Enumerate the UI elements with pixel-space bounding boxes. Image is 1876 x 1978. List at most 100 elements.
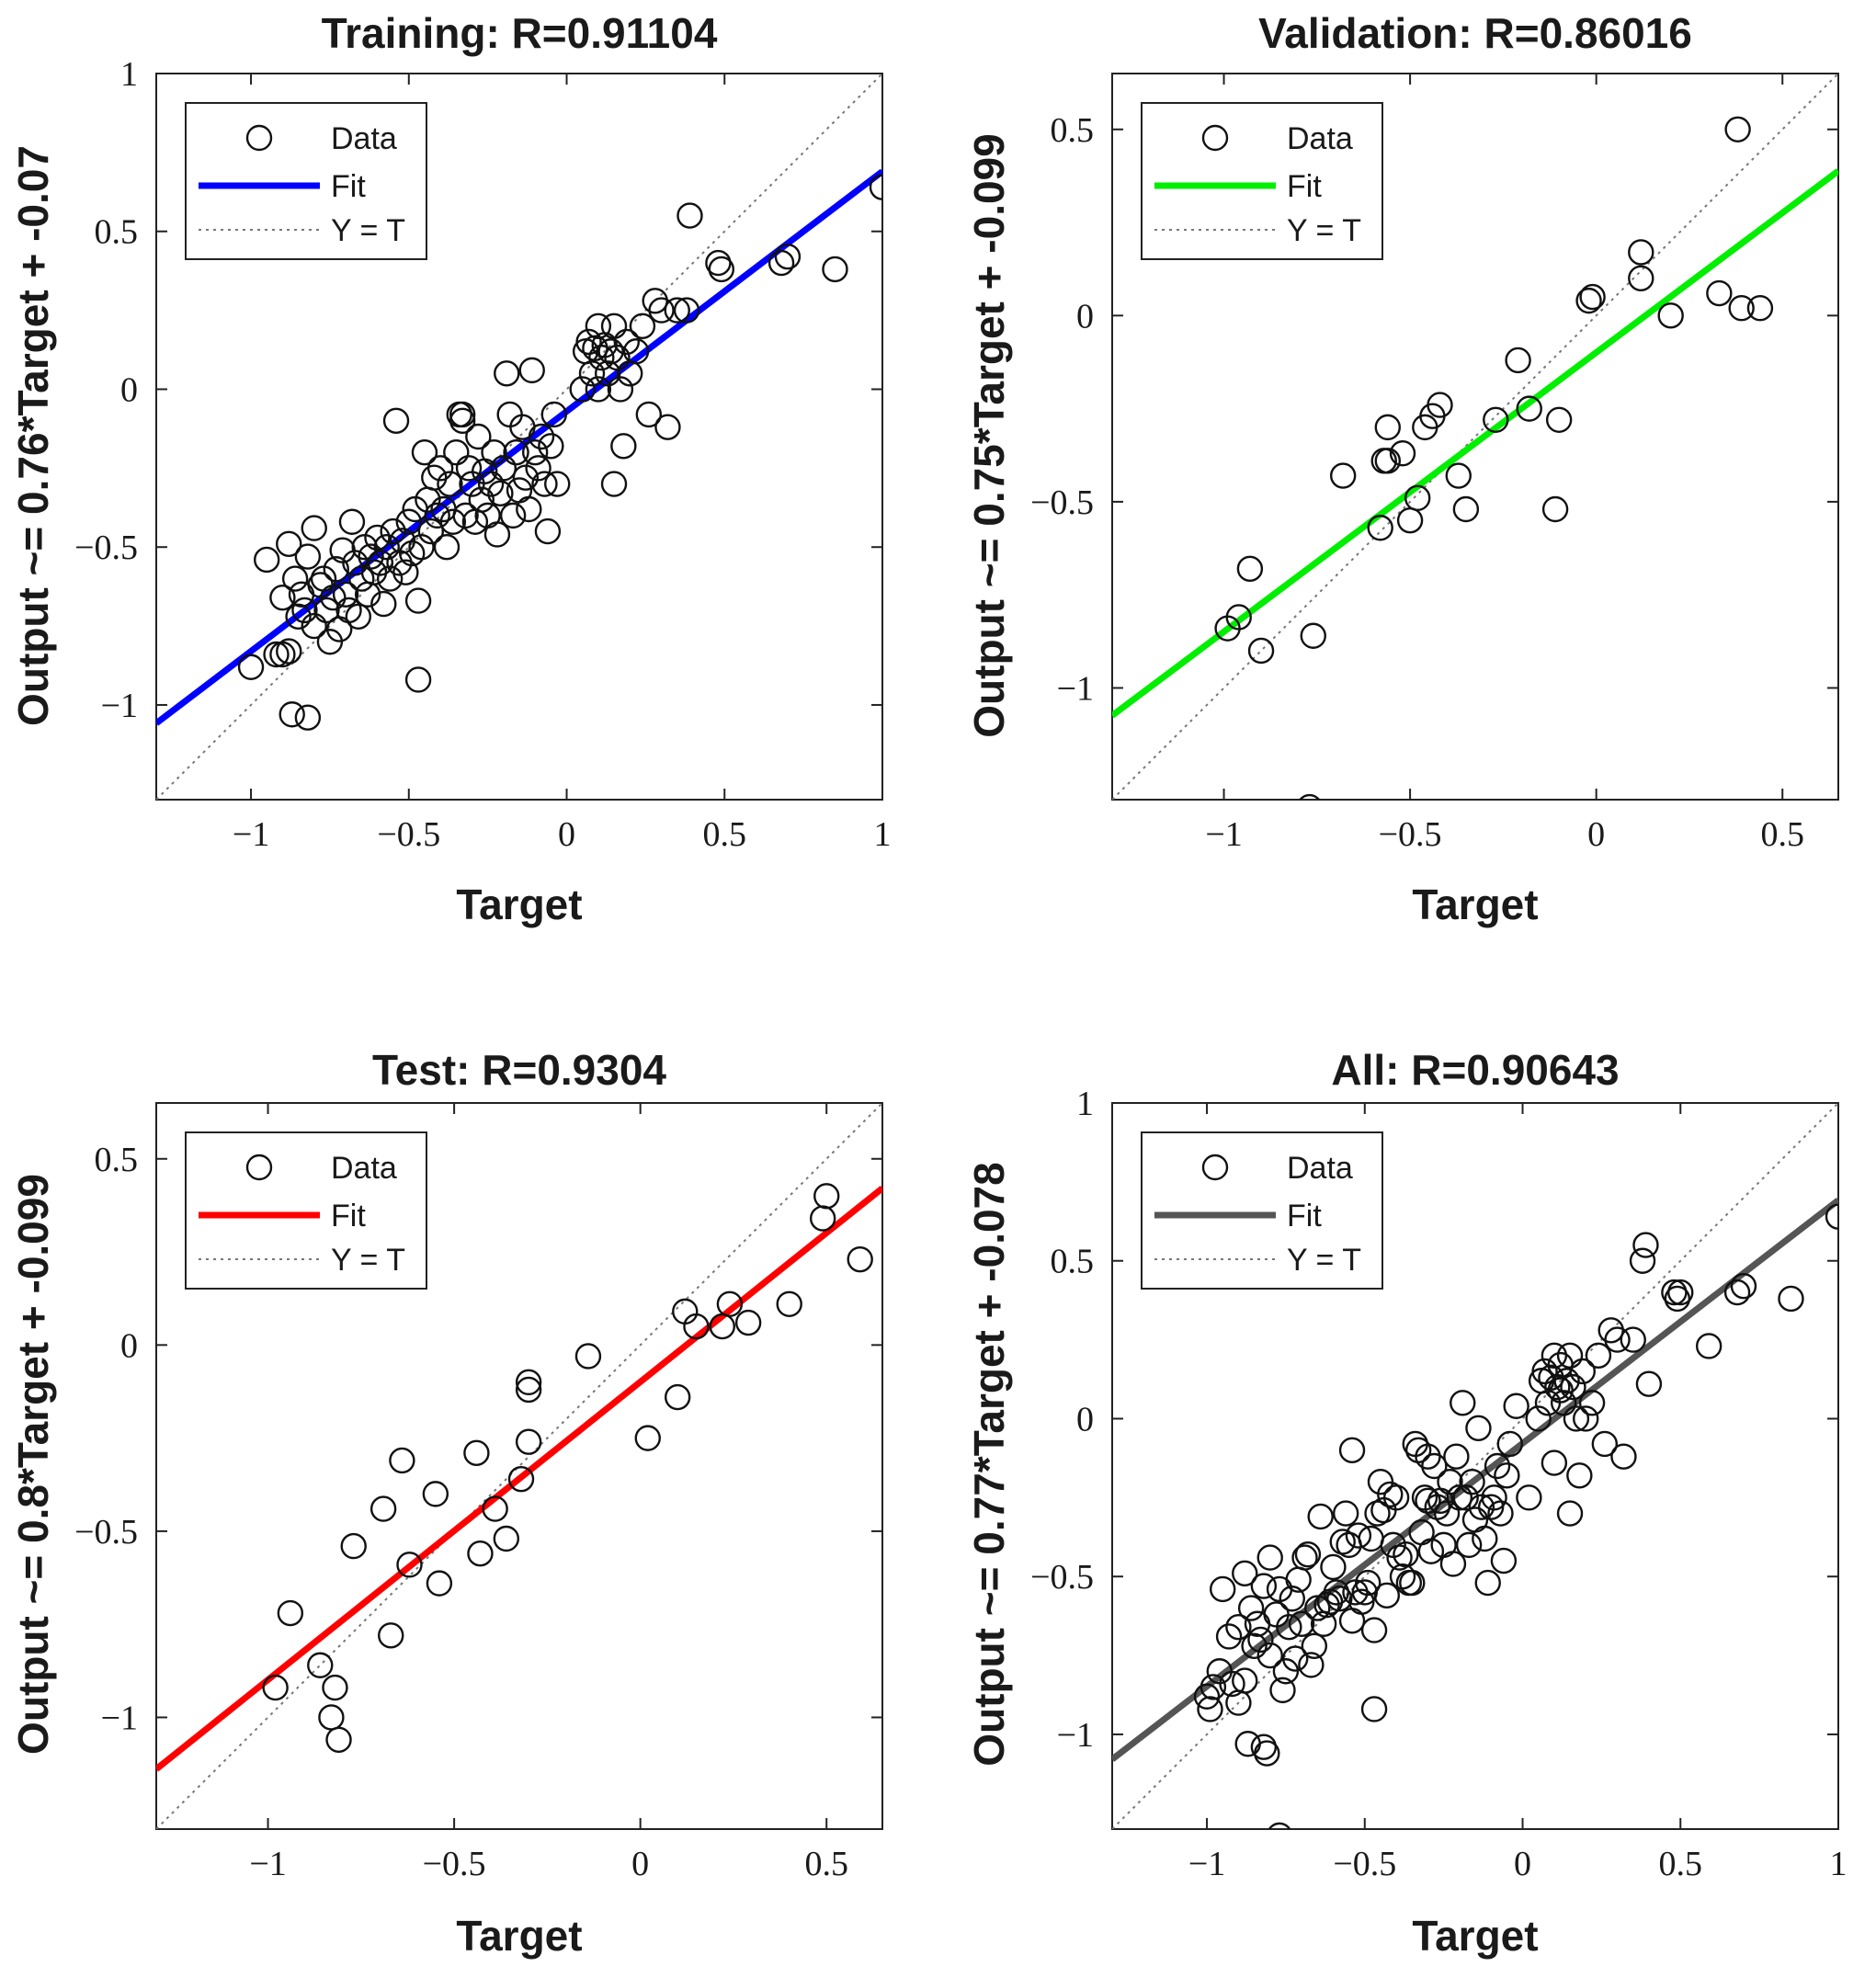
data-point <box>1225 1613 1252 1641</box>
data-point <box>487 480 514 507</box>
data-point <box>455 455 483 482</box>
data-point <box>822 256 848 283</box>
data-point <box>481 438 507 466</box>
data-point <box>705 249 732 277</box>
data-point <box>538 433 564 460</box>
data-point <box>348 565 375 592</box>
legend: Data Fit Y = T <box>1141 1131 1383 1290</box>
data-point <box>516 495 542 523</box>
x-tick-label: 0.5 <box>804 1845 848 1883</box>
y-tick-label: −0.5 <box>74 1513 138 1552</box>
data-point <box>1355 1569 1381 1597</box>
legend-fit-label: Fit <box>1287 1199 1322 1233</box>
data-point <box>1237 1595 1265 1621</box>
data-point <box>477 471 505 497</box>
data-point <box>1503 1393 1529 1419</box>
data-point <box>396 1552 423 1578</box>
data-point <box>613 328 640 356</box>
data-point <box>847 1245 873 1273</box>
fit-line <box>1112 1198 1838 1762</box>
data-point <box>370 590 397 618</box>
y-axis-label: Output ~= 0.76*Target + -0.07 <box>9 145 57 726</box>
data-point <box>1778 1285 1804 1313</box>
data-point <box>1301 1632 1328 1659</box>
data-point <box>281 565 309 592</box>
data-point <box>494 360 520 387</box>
data-point <box>1377 1481 1404 1508</box>
data-point <box>424 502 450 529</box>
legend-fit-label: Fit <box>331 1199 366 1233</box>
data-point <box>408 534 435 561</box>
data-point <box>1661 1279 1688 1306</box>
data-point <box>1452 1484 1479 1511</box>
data-point <box>426 1570 453 1597</box>
data-point <box>1484 1452 1511 1480</box>
data-point <box>1219 1670 1245 1698</box>
data-point <box>1723 1279 1751 1306</box>
data-point <box>1541 495 1569 523</box>
plot-area: −1 −0.5 0 0.5 −1 −0.5 0 0.5 Data Fit Y = T <box>1030 73 1839 854</box>
data-point <box>503 438 529 466</box>
data-point <box>1433 1500 1461 1527</box>
y-tick-label: 0 <box>120 1326 138 1365</box>
data-point <box>1373 1582 1401 1609</box>
data-point <box>1550 1390 1577 1416</box>
data-point <box>340 1532 367 1560</box>
data-point <box>1455 1531 1483 1559</box>
data-point <box>774 244 802 270</box>
data-point <box>648 297 675 324</box>
data-point <box>395 508 422 535</box>
data-point <box>1452 495 1480 523</box>
data-point <box>392 559 419 585</box>
data-point <box>544 471 571 497</box>
data-point <box>373 534 400 561</box>
data-point <box>463 1439 490 1467</box>
x-tick-label: −0.5 <box>377 815 440 854</box>
data-point <box>716 1290 744 1317</box>
data-point <box>279 701 305 728</box>
data-point <box>1389 440 1416 467</box>
data-point <box>1345 1522 1372 1549</box>
data-point <box>1446 1484 1473 1511</box>
data-point <box>370 1495 397 1522</box>
legend-data-label: Data <box>1287 121 1353 156</box>
data-point <box>683 1313 710 1340</box>
data-point <box>1215 1623 1243 1650</box>
legend-data-marker <box>1201 124 1229 152</box>
data-point <box>276 530 302 557</box>
data-point <box>1610 1443 1637 1470</box>
data-point <box>1604 1326 1631 1353</box>
panel-training: Training: R=0.91104 Output ~= 0.76*Targe… <box>9 9 892 928</box>
data-point <box>521 438 549 466</box>
data-point <box>1374 414 1401 441</box>
legend: Data Fit Y = T <box>1141 102 1383 260</box>
legend-fit-label: Fit <box>1287 169 1322 204</box>
data-point <box>1556 1342 1584 1369</box>
data-point <box>1417 1538 1445 1564</box>
data-point <box>1490 1547 1518 1574</box>
data-point <box>585 313 612 339</box>
data-point <box>1483 406 1509 433</box>
data-point <box>708 256 735 283</box>
x-tick-label: −1 <box>233 815 269 854</box>
y-tick-label: 1 <box>1076 1085 1094 1123</box>
legend-identity-label: Y = T <box>1287 1243 1361 1278</box>
data-point <box>493 1525 520 1552</box>
data-point <box>1657 302 1684 329</box>
data-point <box>338 508 366 535</box>
x-tick-label: −1 <box>1205 815 1242 854</box>
data-point <box>1560 1373 1586 1401</box>
x-tick-label: −1 <box>249 1845 286 1883</box>
data-point <box>654 414 681 440</box>
data-point <box>1632 1232 1659 1258</box>
data-point <box>1250 1734 1278 1760</box>
data-point <box>285 603 312 630</box>
data-point <box>1338 1437 1366 1464</box>
data-point <box>515 1376 542 1404</box>
data-point <box>1404 484 1431 512</box>
data-point <box>1421 1452 1448 1480</box>
data-point <box>376 565 404 592</box>
data-point <box>301 515 327 541</box>
data-point <box>449 407 476 435</box>
